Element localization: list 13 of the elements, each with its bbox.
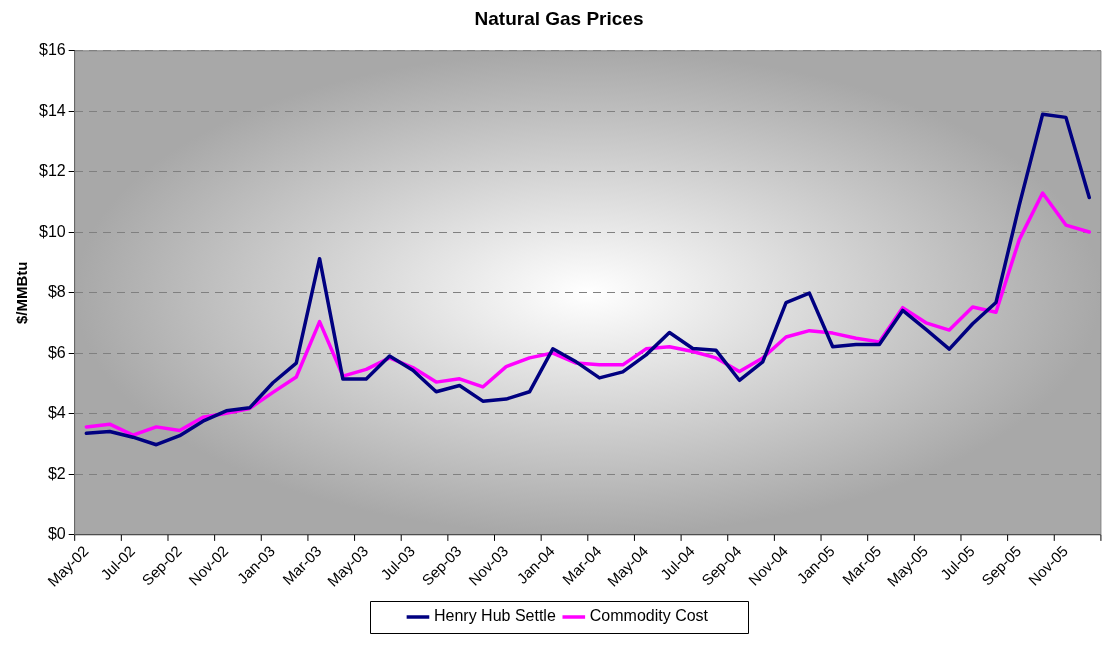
y-tick-label: $6 xyxy=(47,343,66,361)
y-tick-label: $14 xyxy=(38,101,66,119)
y-tick-label: $10 xyxy=(38,222,66,240)
y-tick-label: $0 xyxy=(47,525,66,543)
y-tick-label: $8 xyxy=(47,283,66,301)
legend-label: Commodity Cost xyxy=(589,607,709,625)
y-tick-label: $12 xyxy=(38,162,66,180)
y-tick-label: $16 xyxy=(38,41,66,59)
y-tick-label: $2 xyxy=(47,464,66,482)
chart-title: Natural Gas Prices xyxy=(474,7,644,29)
y-axis-title: $/MMBtu xyxy=(13,261,31,325)
y-tick-label: $4 xyxy=(47,404,66,422)
legend-label: Henry Hub Settle xyxy=(433,607,556,625)
